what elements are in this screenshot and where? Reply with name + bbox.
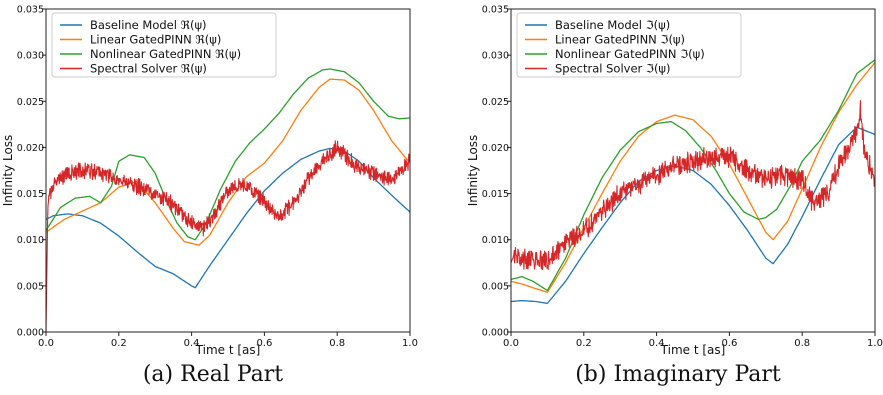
series-line-linear bbox=[511, 62, 875, 293]
y-tick-label: 0.000 bbox=[17, 328, 44, 339]
x-tick-label: 0.0 bbox=[38, 338, 54, 349]
y-tick-label: 0.010 bbox=[17, 235, 44, 246]
y-tick-label: 0.025 bbox=[17, 97, 44, 108]
x-tick-label: 0.2 bbox=[576, 338, 592, 349]
y-axis-label: Infinity Loss bbox=[1, 135, 15, 207]
series-line-linear bbox=[46, 78, 410, 246]
x-tick-label: 1.0 bbox=[402, 338, 418, 349]
y-tick-label: 0.015 bbox=[17, 189, 44, 200]
series-line-spectral bbox=[511, 100, 875, 271]
plot-frame bbox=[510, 8, 876, 333]
series-line-baseline bbox=[511, 126, 875, 305]
legend-label-linear: Linear GatedPINN ℜ(ψ) bbox=[90, 33, 221, 47]
series-line-nonlinear bbox=[46, 68, 410, 241]
y-axis-label: Infinity Loss bbox=[466, 135, 480, 207]
y-tick-label: 0.020 bbox=[17, 143, 44, 154]
legend-label-nonlinear: Nonlinear GatedPINN ℜ(ψ) bbox=[90, 47, 241, 61]
chart-canvas: 0.0 0.2 0.4 0.6 0.8 1.0 0.000 0.005 0.010 0.015 0.… bbox=[1, 5, 883, 358]
legend-label-baseline: Baseline Model ℑ(ψ) bbox=[555, 18, 670, 32]
x-axis-label: Time t [as] bbox=[195, 343, 261, 357]
caption-real-part: (a) Real Part bbox=[142, 362, 284, 387]
x-tick-label: 0.4 bbox=[649, 338, 665, 349]
y-tick-label: 0.025 bbox=[482, 97, 509, 108]
legend: Baseline Model ℜ(ψ)Linear GatedPINN ℜ(ψ)… bbox=[51, 12, 277, 78]
series-group bbox=[46, 68, 410, 332]
legend-label-baseline: Baseline Model ℜ(ψ) bbox=[90, 18, 207, 32]
x-tick-label: 1.0 bbox=[867, 338, 883, 349]
y-tick-label: 0.005 bbox=[17, 281, 44, 292]
y-tick-label: 0.020 bbox=[482, 143, 509, 154]
legend-label-spectral: Spectral Solver ℑ(ψ) bbox=[555, 62, 671, 76]
x-tick-label: 0.2 bbox=[111, 338, 127, 349]
plot-frame bbox=[45, 8, 411, 333]
series-line-spectral bbox=[46, 140, 410, 332]
x-tick-label: 0.6 bbox=[721, 338, 737, 349]
chart-panel-1: 0.0 0.2 0.4 0.6 0.8 1.0 0.000 0.005 0.010 0.015 0.… bbox=[1, 5, 418, 358]
series-line-nonlinear bbox=[511, 59, 875, 292]
y-tick-label: 0.015 bbox=[482, 189, 509, 200]
x-tick-label: 0.0 bbox=[503, 338, 519, 349]
y-tick-label: 0.030 bbox=[482, 51, 509, 62]
y-tick-label: 0.010 bbox=[482, 235, 509, 246]
legend-label-linear: Linear GatedPINN ℑ(ψ) bbox=[555, 33, 685, 47]
x-tick-label: 0.6 bbox=[256, 338, 272, 349]
chart-panel-2: 0.0 0.2 0.4 0.6 0.8 1.0 0.000 0.005 0.010 0.015 0.… bbox=[466, 5, 883, 358]
legend-label-spectral: Spectral Solver ℜ(ψ) bbox=[90, 62, 207, 76]
y-tick-label: 0.005 bbox=[482, 281, 509, 292]
caption-imaginary-part: (b) Imaginary Part bbox=[575, 362, 781, 387]
y-tick-label: 0.035 bbox=[482, 5, 509, 16]
x-tick-label: 0.8 bbox=[794, 338, 810, 349]
legend-box bbox=[51, 12, 277, 78]
x-tick-label: 0.8 bbox=[329, 338, 345, 349]
legend-box bbox=[516, 12, 742, 78]
legend: Baseline Model ℑ(ψ)Linear GatedPINN ℑ(ψ)… bbox=[516, 12, 742, 78]
series-group bbox=[511, 59, 875, 305]
y-tick-label: 0.000 bbox=[482, 328, 509, 339]
x-axis-label: Time t [as] bbox=[660, 343, 726, 357]
y-tick-label: 0.035 bbox=[17, 5, 44, 16]
x-tick-label: 0.4 bbox=[184, 338, 200, 349]
series-line-baseline bbox=[46, 147, 410, 289]
y-tick-label: 0.030 bbox=[17, 51, 44, 62]
legend-label-nonlinear: Nonlinear GatedPINN ℑ(ψ) bbox=[555, 47, 705, 61]
